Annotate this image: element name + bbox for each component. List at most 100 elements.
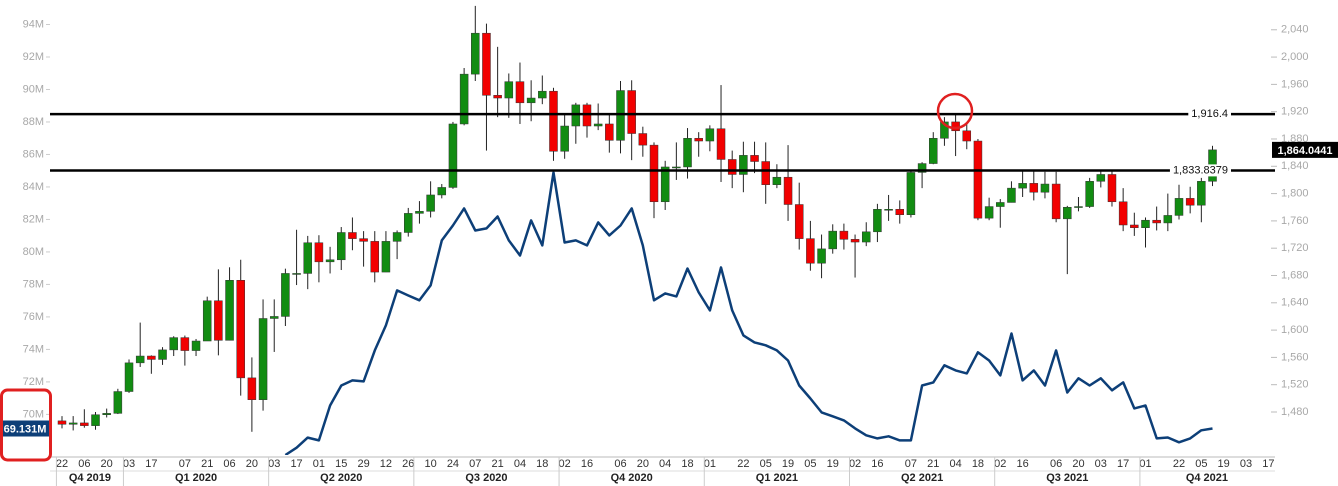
- candle-body: [1118, 201, 1128, 226]
- candle-body: [1130, 224, 1139, 228]
- y2-tick-label: 1,600: [1281, 324, 1309, 336]
- candle-body: [337, 232, 346, 261]
- quarter-label: Q3 2021: [1046, 472, 1088, 484]
- y-tick-label: 92M: [23, 51, 44, 63]
- quarter-label: Q2 2020: [320, 472, 362, 484]
- x-tick-label: 22: [1173, 458, 1185, 470]
- y-tick-label: 80M: [23, 246, 44, 258]
- candle-body: [638, 133, 648, 146]
- plot-area: [57, 5, 1217, 455]
- x-tick-label: 04: [949, 458, 961, 470]
- last-price-label: 1,864.0441: [1277, 145, 1332, 157]
- quarter-label: Q4 2019: [69, 472, 111, 484]
- candle-body: [549, 90, 558, 152]
- candle-body: [191, 340, 201, 351]
- candle-body: [761, 161, 770, 185]
- x-tick-label: 01: [1139, 458, 1151, 470]
- candle-body: [158, 349, 167, 360]
- candle-body: [593, 123, 603, 127]
- x-tick-label: 18: [972, 458, 984, 470]
- y-tick-label: 74M: [23, 343, 44, 355]
- candle-body: [504, 81, 514, 99]
- x-tick-label: 06: [223, 458, 235, 470]
- candle-body: [348, 232, 357, 239]
- level-label: 1,916.4: [1191, 108, 1228, 120]
- y-tick-label: 70M: [23, 408, 44, 420]
- candle-body: [1107, 174, 1117, 203]
- candle-body: [124, 362, 134, 392]
- x-tick-label: 05: [760, 458, 772, 470]
- candle-body: [459, 73, 469, 125]
- candle-body: [616, 90, 625, 141]
- level-label: 1,833.8379: [1173, 164, 1228, 176]
- x-tick-label: 22: [737, 458, 749, 470]
- candle-body: [672, 166, 681, 169]
- candle-body: [515, 81, 525, 104]
- candle-body: [135, 355, 145, 364]
- candle-body: [236, 280, 245, 379]
- level-label-bg: [1188, 108, 1231, 121]
- candle-body: [292, 273, 301, 275]
- x-tick-label: 24: [447, 458, 459, 470]
- candle-body: [917, 163, 927, 173]
- candle-body: [560, 125, 569, 152]
- candle-body: [716, 128, 726, 160]
- last-value-label: 69.131M: [4, 423, 47, 435]
- y-tick-label: 84M: [23, 181, 44, 193]
- candle-body: [817, 248, 826, 264]
- x-tick-label: 02: [994, 458, 1006, 470]
- x-tick-label: 03: [1240, 458, 1252, 470]
- x-tick-label: 07: [179, 458, 191, 470]
- candle-body: [1074, 206, 1083, 208]
- candle-body: [984, 206, 994, 219]
- candle-body: [180, 337, 190, 351]
- highlight-box: [0, 388, 52, 462]
- plot-layer: 70M 72M 74M 76M 78M 80M 82M 84M 86M 88M 90M 92M 94M 1…: [0, 5, 1338, 486]
- x-tick-label: 21: [927, 458, 939, 470]
- candle-body: [281, 273, 290, 317]
- x-tick-label: 18: [536, 458, 548, 470]
- candle-body: [873, 209, 882, 233]
- x-tick-label: 22: [56, 458, 68, 470]
- x-tick-label: 21: [201, 458, 213, 470]
- candle-body: [1185, 198, 1195, 206]
- candle-body: [437, 187, 447, 196]
- candle-body: [1197, 181, 1206, 206]
- x-tick-label: 19: [1218, 458, 1230, 470]
- y-tick-label: 88M: [23, 116, 44, 128]
- candle-body: [895, 209, 904, 215]
- candle-body: [727, 159, 737, 175]
- candle-body: [649, 144, 659, 203]
- candle-body: [884, 209, 893, 211]
- candle-body: [370, 241, 380, 273]
- x-tick-label: 17: [1117, 458, 1129, 470]
- x-tick-label: 02: [559, 458, 571, 470]
- candle-body: [1085, 181, 1094, 207]
- x-tick-label: 17: [1262, 458, 1274, 470]
- x-tick-label: 02: [849, 458, 861, 470]
- candle-body: [169, 337, 178, 351]
- y-tick-label: 86M: [23, 148, 44, 160]
- candle-body: [214, 300, 223, 341]
- y2-tick-label: 1,640: [1281, 297, 1309, 309]
- candle-body: [1007, 187, 1016, 203]
- candle-body: [1018, 183, 1027, 189]
- candle-body: [828, 230, 837, 250]
- x-tick-label: 16: [581, 458, 593, 470]
- candle-body: [526, 97, 536, 104]
- x-tick-label: 04: [514, 458, 526, 470]
- x-tick-label: 15: [335, 458, 347, 470]
- x-tick-label: 20: [101, 458, 113, 470]
- candle-body: [1063, 206, 1072, 220]
- candle-body: [1051, 183, 1061, 220]
- candle-body: [705, 128, 715, 142]
- y2-tick-label: 2,000: [1281, 51, 1309, 63]
- candle-body: [314, 242, 324, 263]
- candle-body: [202, 300, 212, 342]
- candle-body: [303, 242, 312, 274]
- candle-body: [57, 420, 67, 425]
- candle-body: [660, 166, 670, 203]
- candle-body: [940, 121, 949, 139]
- x-tick-label: 10: [424, 458, 436, 470]
- candle-body: [794, 204, 804, 239]
